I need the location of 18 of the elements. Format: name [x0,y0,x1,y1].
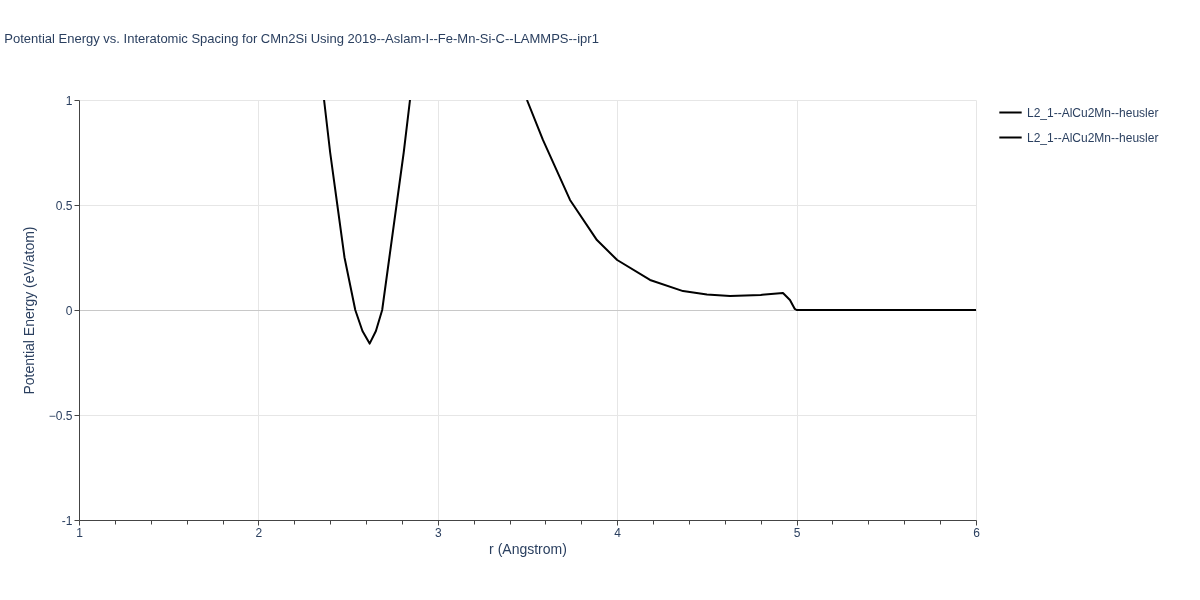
x-tick-label: 6 [973,525,981,540]
line-series [525,100,976,311]
chart-title: Potential Energy vs. Interatomic Spacing for CMn2Si Using 2019--Aslam-I--Fe-Mn-Si-C--LAMMPS--ipr1 [4,31,599,46]
y-tick-label: 1 [65,93,73,108]
line-series [323,100,411,345]
y-axis-title: Potential Energy (eV/atom) [20,226,37,395]
y-tick-label: 0.5 [55,198,73,213]
x-tick-label: 1 [76,525,84,540]
x-tick-label: 3 [434,525,442,540]
x-tick-label: 2 [255,525,263,540]
y-tick-label: 0 [65,303,73,318]
x-tick-label: 4 [614,525,622,540]
legend-label: L2_1--AlCu2Mn--heusler [1027,105,1159,120]
y-tick-label: −0.5 [48,408,73,423]
legend-label: L2_1--AlCu2Mn--heusler [1027,130,1159,145]
x-axis-title: r (Angstrom) [489,540,567,557]
x-tick-label: 5 [793,525,801,540]
y-tick-label: -1 [61,513,73,528]
